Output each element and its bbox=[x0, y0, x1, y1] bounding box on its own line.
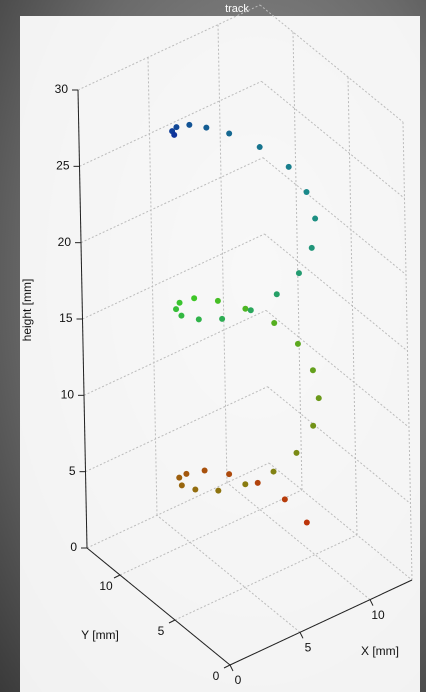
z-tick-label: 20 bbox=[58, 235, 72, 249]
point bbox=[309, 367, 316, 374]
point bbox=[315, 395, 322, 402]
grid-line bbox=[292, 31, 303, 491]
point bbox=[178, 482, 185, 489]
point bbox=[171, 131, 178, 138]
point bbox=[203, 124, 210, 131]
y-tick bbox=[113, 574, 121, 579]
grid-line bbox=[174, 534, 358, 621]
point bbox=[226, 130, 233, 137]
point bbox=[312, 215, 319, 222]
point bbox=[242, 481, 249, 488]
point bbox=[226, 471, 233, 478]
point bbox=[215, 487, 222, 494]
point bbox=[254, 479, 261, 486]
y-axis-label: Y [mm] bbox=[81, 628, 119, 642]
grid-line bbox=[85, 386, 268, 473]
grid-line bbox=[80, 157, 264, 244]
point bbox=[219, 315, 226, 322]
y-tick bbox=[223, 664, 231, 669]
point bbox=[308, 244, 315, 251]
point bbox=[214, 297, 221, 304]
point bbox=[293, 449, 300, 456]
point bbox=[303, 189, 310, 196]
y-axis-line bbox=[86, 547, 231, 666]
grid-line bbox=[217, 24, 228, 483]
y-tick-label: 5 bbox=[158, 624, 165, 638]
z-tick-label: 0 bbox=[70, 540, 77, 554]
point bbox=[176, 299, 183, 306]
point bbox=[173, 124, 180, 131]
grid-line bbox=[261, 80, 405, 199]
grid-line bbox=[268, 462, 413, 581]
point bbox=[186, 121, 193, 128]
grid-line bbox=[262, 157, 407, 276]
x-tick bbox=[299, 632, 304, 639]
point bbox=[178, 312, 185, 319]
point bbox=[271, 319, 278, 326]
grid-line bbox=[83, 309, 267, 396]
point bbox=[256, 144, 263, 151]
z-tick-label: 5 bbox=[69, 464, 76, 478]
grid-line bbox=[226, 482, 371, 601]
x-tick-label: 0 bbox=[235, 673, 242, 687]
x-tick bbox=[369, 599, 374, 606]
z-axis-label: height [mm] bbox=[20, 279, 34, 342]
x-axis-label: X [mm] bbox=[361, 644, 399, 658]
grid-line bbox=[86, 462, 270, 549]
grid-line bbox=[156, 514, 301, 633]
z-tick-label: 30 bbox=[55, 82, 69, 96]
point bbox=[285, 163, 292, 170]
point bbox=[173, 306, 180, 313]
point bbox=[242, 305, 249, 312]
grid-line bbox=[77, 4, 261, 91]
x-tick bbox=[229, 664, 234, 672]
z-tick-label: 10 bbox=[61, 388, 75, 402]
point bbox=[303, 519, 310, 526]
point bbox=[310, 422, 317, 429]
grid-line bbox=[264, 233, 408, 352]
z-tick-label: 25 bbox=[56, 159, 70, 173]
grid-line bbox=[265, 309, 410, 428]
point bbox=[294, 340, 301, 347]
chart-title: track bbox=[225, 3, 249, 15]
z-tick-label: 15 bbox=[59, 311, 73, 325]
y-tick-label: 0 bbox=[213, 669, 220, 683]
grid-line bbox=[259, 4, 404, 123]
point bbox=[195, 316, 202, 323]
point bbox=[192, 486, 199, 493]
x-tick-label: 5 bbox=[305, 640, 312, 654]
x-axis-line bbox=[229, 579, 413, 666]
point bbox=[176, 474, 183, 481]
grid-line bbox=[79, 80, 262, 167]
point bbox=[281, 496, 288, 503]
grid-line bbox=[119, 489, 303, 576]
point bbox=[183, 470, 190, 477]
x-tick-label: 10 bbox=[371, 608, 385, 622]
grid-line bbox=[82, 233, 265, 320]
point bbox=[201, 467, 208, 474]
point bbox=[270, 468, 277, 475]
grid-line bbox=[267, 386, 411, 505]
y-tick-label: 10 bbox=[99, 579, 113, 593]
point bbox=[295, 270, 302, 277]
point bbox=[191, 295, 198, 302]
y-tick bbox=[168, 619, 176, 624]
point bbox=[247, 307, 254, 314]
point bbox=[273, 291, 280, 298]
